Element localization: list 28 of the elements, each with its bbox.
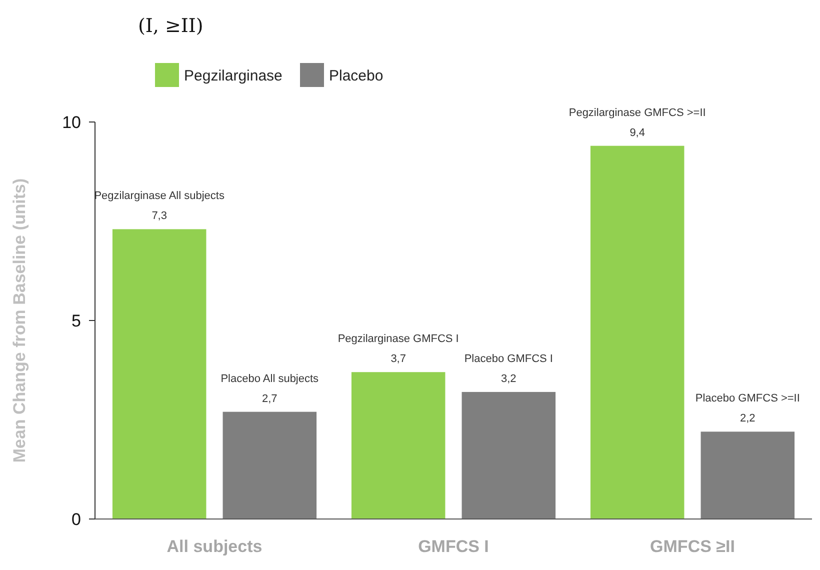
y-tick-label: 10 bbox=[62, 112, 81, 132]
data-label: 9,4 bbox=[630, 126, 645, 139]
bar bbox=[462, 392, 556, 519]
text: Pegzilarginase GMFCS >=II bbox=[568, 106, 706, 119]
data-label: 2,7 bbox=[262, 392, 278, 405]
annotation: Placebo GMFCS I bbox=[464, 352, 553, 365]
y-axis-title: Mean Change from Baseline (units) bbox=[10, 178, 29, 463]
bar bbox=[222, 412, 317, 519]
data-label: 3,2 bbox=[501, 372, 516, 385]
y-tick-label: 5 bbox=[72, 311, 81, 330]
annotation: Pegzilarginase GMFCS I bbox=[338, 333, 459, 346]
annotation: Pegzilarginase All subjects bbox=[94, 190, 225, 202]
x-tick-label: GMFCS ≥II bbox=[650, 537, 735, 556]
annotation: Placebo All subjects bbox=[220, 372, 320, 385]
bar bbox=[700, 432, 795, 519]
x-tick-label: GMFCS I bbox=[418, 537, 489, 556]
chart-title: (I, ≥II) bbox=[138, 15, 204, 37]
data-label: 7,3 bbox=[152, 210, 167, 222]
legend-label: Pegzilarginase bbox=[184, 67, 282, 84]
x-tick-label: All subjects bbox=[166, 537, 262, 556]
bar bbox=[351, 372, 446, 519]
annotation: Placebo GMFCS >=II bbox=[695, 392, 800, 405]
data-label: 3,7 bbox=[390, 353, 406, 366]
legend-label: Placebo bbox=[329, 67, 384, 84]
bar bbox=[112, 229, 206, 519]
y-tick-label: 0 bbox=[72, 510, 81, 529]
data-label: 2,2 bbox=[740, 412, 756, 425]
bar bbox=[590, 146, 684, 519]
